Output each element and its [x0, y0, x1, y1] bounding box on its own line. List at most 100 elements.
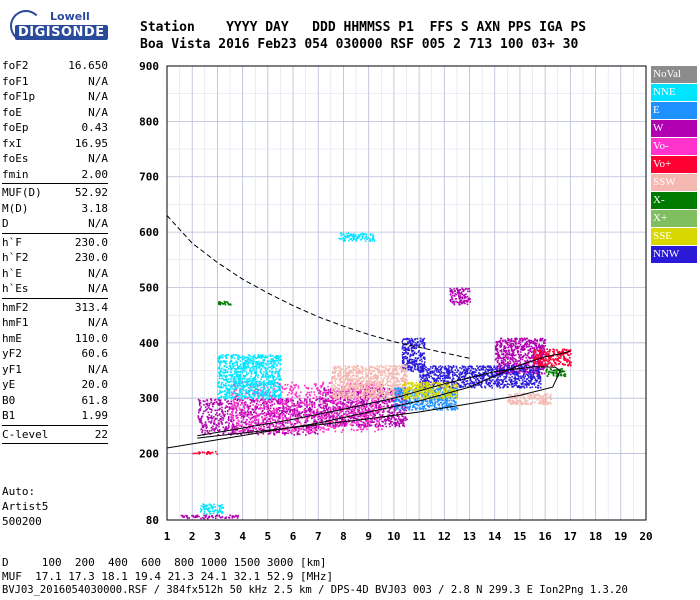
- echo-point: [413, 352, 416, 355]
- echo-point: [267, 406, 269, 409]
- parameter-list: foF2 16.650 foF1 N/A foF1p N/A foE N/A foEp 0.43 f…: [2, 58, 108, 445]
- echo-point: [538, 371, 541, 374]
- echo-point: [269, 431, 272, 433]
- echo-point: [484, 385, 486, 388]
- echo-point: [529, 382, 532, 384]
- echo-point: [345, 422, 348, 424]
- echo-point: [528, 382, 530, 385]
- echo-point: [334, 368, 336, 371]
- echo-point: [511, 356, 513, 359]
- echo-point: [361, 401, 363, 404]
- echo-point: [336, 411, 338, 414]
- echo-point: [391, 398, 393, 401]
- echo-point: [423, 358, 426, 361]
- echo-point: [373, 418, 376, 420]
- echo-point: [503, 361, 505, 364]
- echo-point: [419, 354, 422, 357]
- echo-point: [305, 434, 307, 436]
- param-label: fmin: [2, 167, 29, 181]
- echo-point: [466, 300, 469, 303]
- echo-point: [360, 411, 362, 413]
- echo-point: [408, 341, 411, 343]
- echo-point: [543, 367, 545, 369]
- echo-point: [278, 430, 280, 433]
- echo-point: [473, 386, 476, 389]
- echo-point: [493, 366, 495, 368]
- echo-point: [522, 366, 525, 369]
- echo-point: [516, 347, 518, 350]
- echo-point: [462, 385, 465, 388]
- echo-point: [478, 375, 481, 378]
- echo-point: [289, 398, 292, 400]
- echo-point: [340, 414, 343, 417]
- echo-point: [531, 371, 534, 373]
- echo-point: [232, 410, 234, 412]
- echo-point: [415, 363, 417, 365]
- echo-point: [326, 413, 329, 415]
- echo-point: [268, 432, 271, 435]
- echo-point: [320, 420, 323, 422]
- echo-point: [401, 415, 403, 417]
- echo-point: [502, 340, 504, 342]
- echo-point: [355, 394, 357, 396]
- echo-point: [502, 369, 504, 371]
- echo-point: [461, 365, 464, 367]
- echo-point: [496, 366, 498, 368]
- echo-point: [331, 421, 334, 423]
- echo-point: [499, 371, 501, 374]
- echo-point: [255, 422, 257, 425]
- echo-point: [208, 414, 210, 416]
- echo-point: [510, 338, 513, 341]
- echo-point: [260, 412, 262, 415]
- echo-point: [509, 373, 512, 376]
- echo-point: [271, 398, 273, 400]
- echo-point: [409, 355, 412, 357]
- echo-point: [313, 420, 315, 423]
- echo-point: [372, 416, 374, 419]
- echo-point: [323, 389, 325, 391]
- echo-point: [232, 408, 235, 411]
- echo-point: [295, 395, 298, 398]
- echo-point: [294, 384, 297, 387]
- echo-point: [521, 340, 524, 343]
- echo-point: [500, 371, 503, 374]
- y-tick-label: 500: [139, 281, 159, 294]
- echo-point: [470, 372, 473, 375]
- echo-point: [523, 368, 526, 371]
- echo-point: [475, 381, 478, 383]
- echo-point: [402, 422, 405, 424]
- echo-point: [247, 423, 249, 425]
- echo-point: [230, 402, 233, 405]
- echo-point: [422, 370, 425, 372]
- echo-point: [497, 365, 499, 368]
- echo-point: [200, 421, 202, 424]
- echo-point: [412, 346, 414, 349]
- echo-point: [227, 403, 230, 405]
- echo-point: [322, 409, 325, 412]
- echo-point: [359, 416, 362, 418]
- echo-point: [350, 409, 352, 411]
- echo-point: [361, 417, 364, 420]
- echo-point: [335, 395, 337, 398]
- echo-point: [444, 377, 446, 380]
- echo-point: [513, 377, 515, 380]
- echo-point: [419, 370, 422, 372]
- echo-point: [355, 422, 358, 425]
- echo-point: [277, 414, 280, 416]
- echo-point: [453, 290, 456, 292]
- echo-point: [297, 406, 300, 408]
- echo-point: [464, 370, 467, 372]
- echo-point: [460, 384, 462, 387]
- echo-point: [483, 372, 485, 374]
- echo-point: [524, 375, 526, 377]
- echo-point: [238, 407, 241, 409]
- echo-point: [360, 414, 362, 416]
- echo-point: [288, 413, 290, 415]
- echo-point: [523, 371, 526, 374]
- echo-point: [234, 432, 237, 434]
- echo-point: [508, 352, 511, 354]
- echo-point: [487, 381, 490, 384]
- echo-point: [272, 419, 274, 421]
- echo-point: [259, 389, 261, 391]
- echo-point: [400, 422, 402, 424]
